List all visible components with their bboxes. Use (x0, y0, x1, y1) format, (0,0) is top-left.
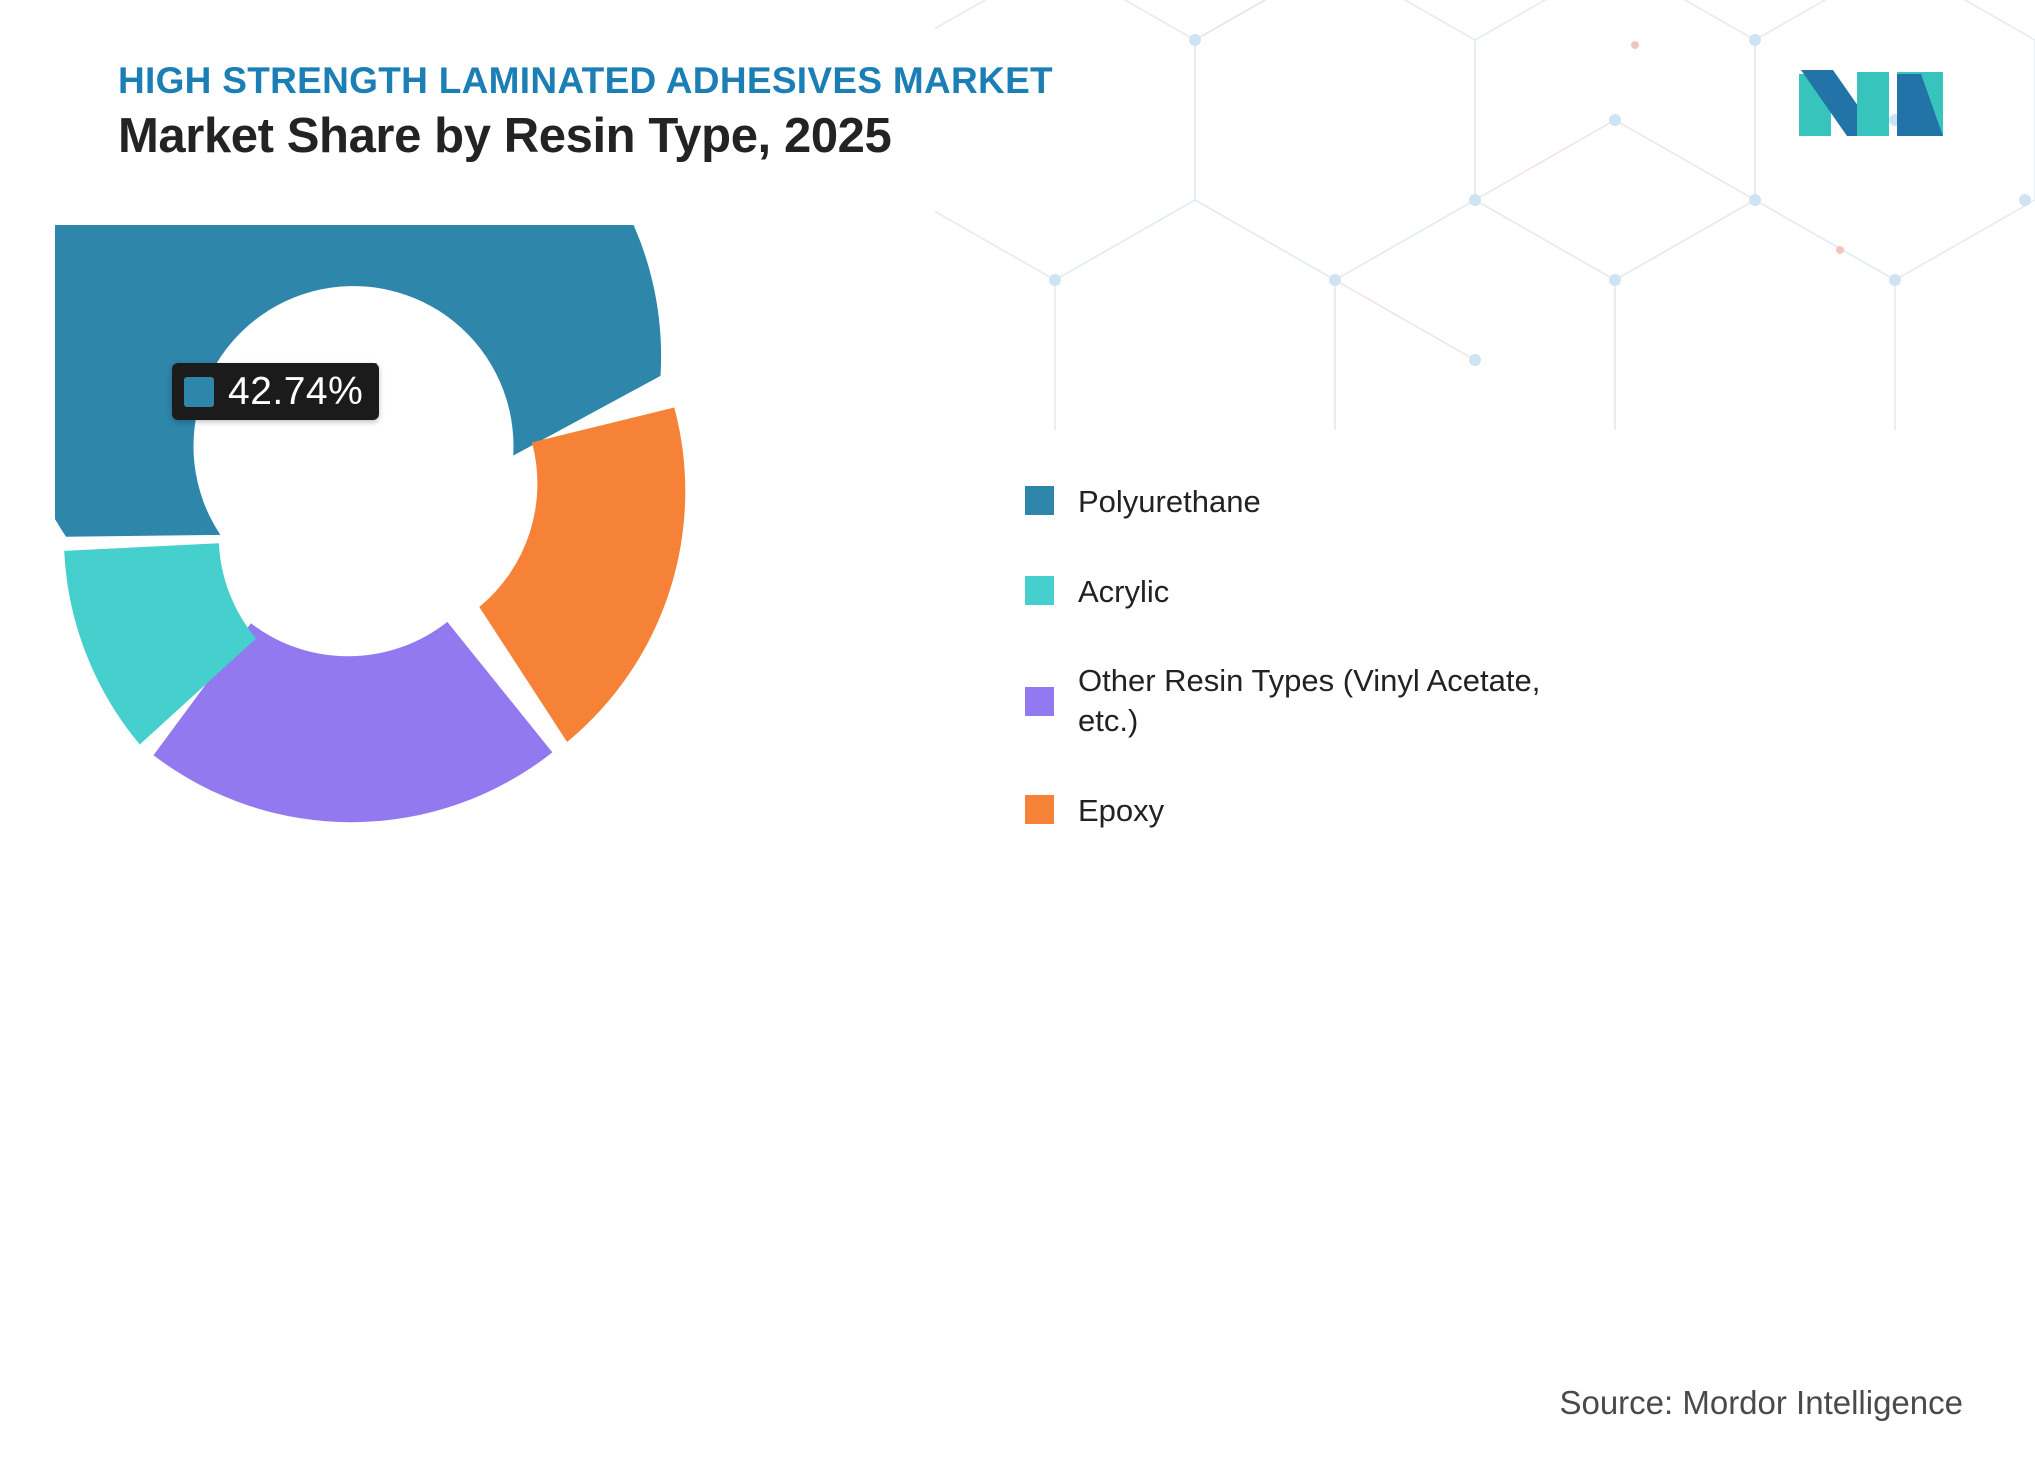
mordor-intelligence-logo (1799, 70, 1943, 136)
legend-swatch-other-resin-types (1025, 687, 1054, 717)
data-label-value: 42.74% (228, 370, 364, 413)
legend-item-polyurethane[interactable]: Polyurethane (1025, 482, 1725, 522)
slice-epoxy[interactable] (479, 407, 686, 743)
legend-swatch-polyurethane (1025, 486, 1054, 515)
data-label-swatch (184, 376, 214, 407)
source-attribution: Source: Mordor Intelligence (1559, 1384, 1963, 1421)
slice-other-resin-types[interactable] (153, 621, 553, 823)
donut-chart (55, 225, 735, 915)
legend-label-acrylic: Acrylic (1078, 573, 1170, 609)
legend-swatch-epoxy (1025, 794, 1054, 824)
legend-item-epoxy[interactable]: Epoxy (1025, 791, 1725, 831)
slice-polyurethane[interactable] (55, 225, 662, 537)
slice-acrylic[interactable] (64, 543, 257, 745)
legend-label-polyurethane: Polyurethane (1078, 484, 1261, 519)
chart-header: HIGH STRENGTH LAMINATED ADHESIVES MARKET… (118, 60, 1053, 164)
data-label-tooltip: 42.74% (172, 363, 380, 420)
legend-label-epoxy: Epoxy (1078, 792, 1165, 828)
legend-item-acrylic[interactable]: Acrylic (1025, 572, 1725, 612)
legend-swatch-acrylic (1025, 575, 1054, 605)
chart-subtitle: Market Share by Resin Type, 2025 (118, 109, 892, 163)
chart-legend: Polyurethane Acrylic Other Resin Types (… (1025, 482, 1725, 830)
page-title: HIGH STRENGTH LAMINATED ADHESIVES MARKET (118, 60, 1053, 101)
legend-item-other-resin-types[interactable]: Other Resin Types (Vinyl Acetate, etc.) (1025, 661, 1725, 740)
donut-chart-svg (55, 225, 686, 823)
legend-label-other-resin-types: Other Resin Types (Vinyl Acetate, etc.) (1078, 663, 1541, 739)
